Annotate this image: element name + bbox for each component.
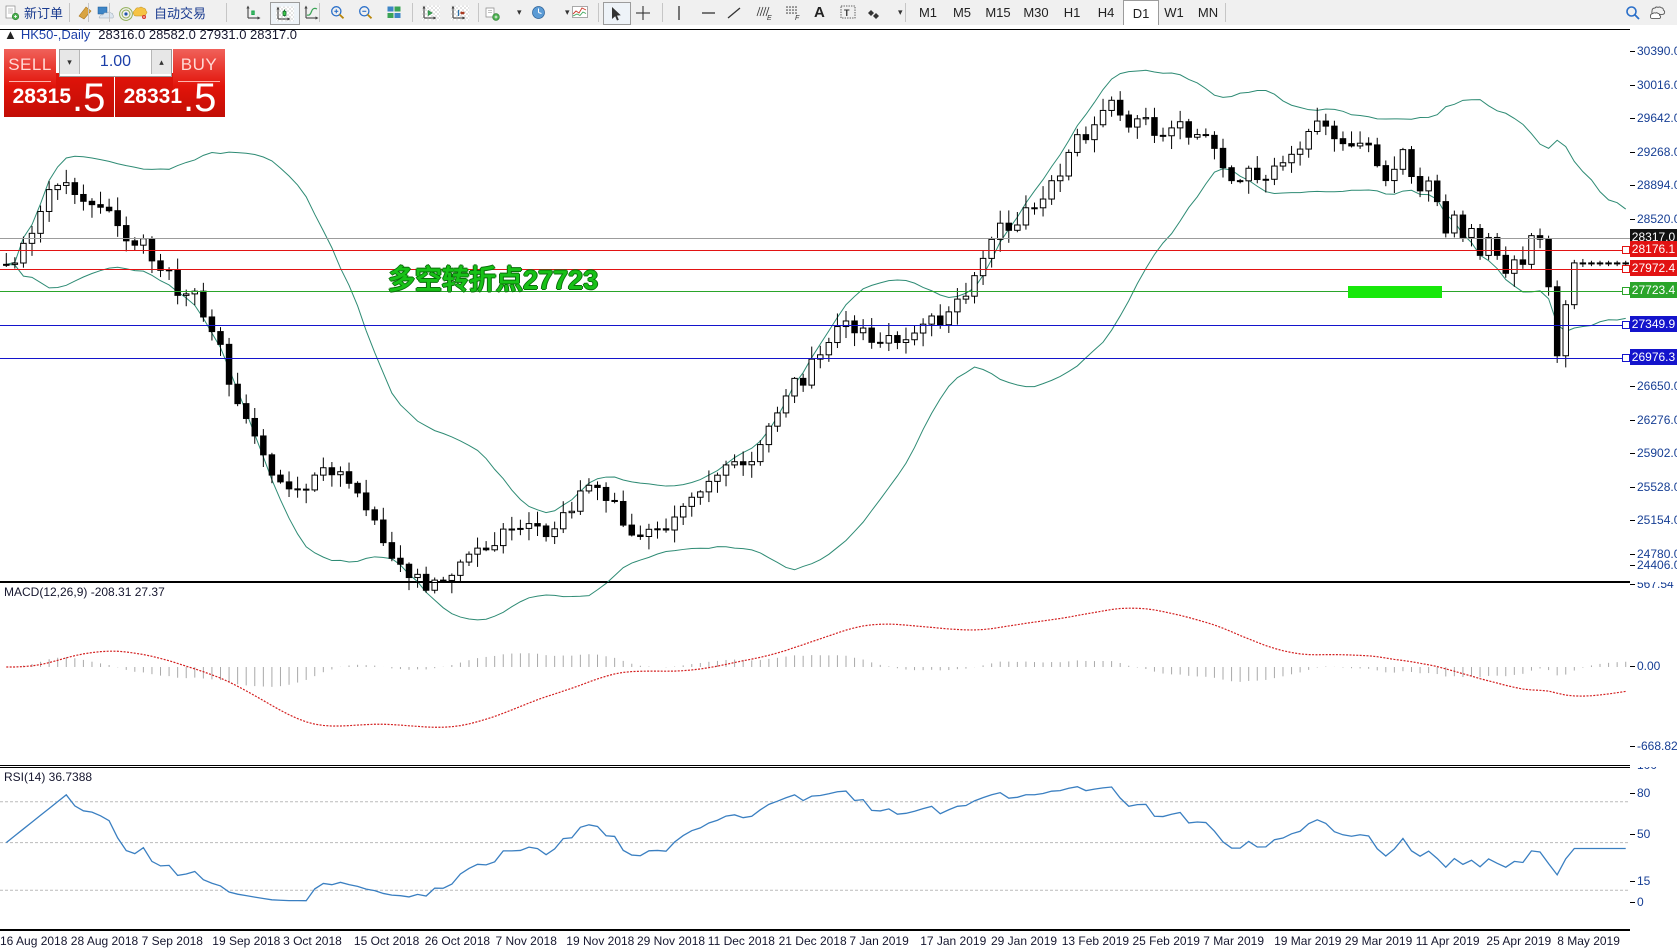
svg-text:E: E (767, 15, 772, 21)
svg-text:T: T (844, 8, 850, 18)
svg-text:F: F (795, 15, 800, 21)
